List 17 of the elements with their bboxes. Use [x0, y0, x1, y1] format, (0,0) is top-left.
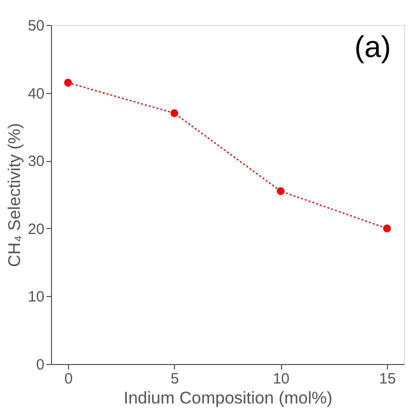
- point: [64, 78, 72, 86]
- y-tick-label: 20: [28, 220, 44, 238]
- y-tick-label: 0: [36, 356, 44, 374]
- y-tick-label: 10: [28, 288, 44, 306]
- y-tick-label: 30: [28, 153, 44, 170]
- x-tick-label: 0: [64, 370, 73, 388]
- x-tick-label: 5: [170, 370, 180, 388]
- annotation: (a): [354, 31, 391, 64]
- point: [276, 187, 285, 195]
- point: [170, 109, 178, 118]
- x-tick-label: 10: [272, 370, 290, 388]
- point: [383, 224, 391, 232]
- y-tick-label: 50: [28, 18, 44, 34]
- x-axis-title: Indium Composition (mol%): [124, 388, 332, 408]
- y-axis-title: CH₄ Selectivity (%): [4, 123, 24, 267]
- y-tick-label: 40: [28, 85, 44, 102]
- x-tick-label: 15: [379, 370, 396, 388]
